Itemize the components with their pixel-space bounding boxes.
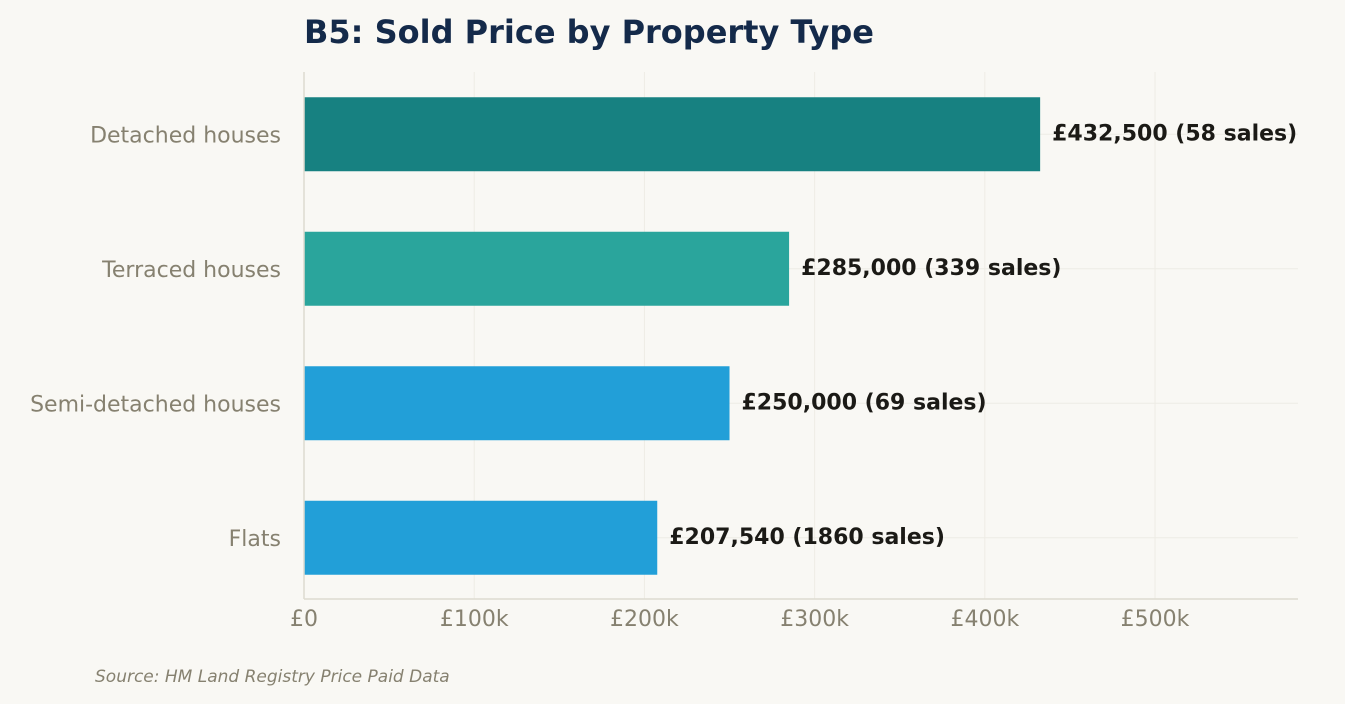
- category-label: Flats: [229, 527, 281, 552]
- x-tick-label: £300k: [780, 607, 849, 632]
- bars: [304, 97, 1041, 575]
- x-tick-labels: £0 £100k £200k £300k £400k £500k: [290, 607, 1190, 632]
- x-tick-label: £0: [290, 607, 318, 632]
- x-tick-label: £400k: [950, 607, 1019, 632]
- bar: [304, 366, 730, 441]
- data-label: £285,000 (339 sales): [801, 256, 1061, 281]
- bar: [304, 97, 1041, 172]
- bar: [304, 231, 790, 306]
- category-labels: Detached houses Terraced houses Semi-detac…: [30, 123, 281, 552]
- data-label: £250,000 (69 sales): [742, 390, 987, 415]
- value-labels: £432,500 (58 sales) £285,000 (339 sales) £…: [669, 121, 1297, 550]
- x-tick-label: £100k: [440, 607, 509, 632]
- category-label: Semi-detached houses: [30, 392, 281, 417]
- category-label: Detached houses: [90, 123, 281, 148]
- data-label: £207,540 (1860 sales): [669, 525, 945, 550]
- category-label: Terraced houses: [101, 258, 281, 283]
- source-note: Source: HM Land Registry Price Paid Data: [95, 667, 450, 687]
- chart-title: B5: Sold Price by Property Type: [304, 13, 874, 51]
- bar: [304, 500, 658, 575]
- axes: [303, 72, 1298, 600]
- x-tick-label: £200k: [610, 607, 679, 632]
- data-label: £432,500 (58 sales): [1052, 121, 1297, 146]
- x-tick-label: £500k: [1121, 607, 1190, 632]
